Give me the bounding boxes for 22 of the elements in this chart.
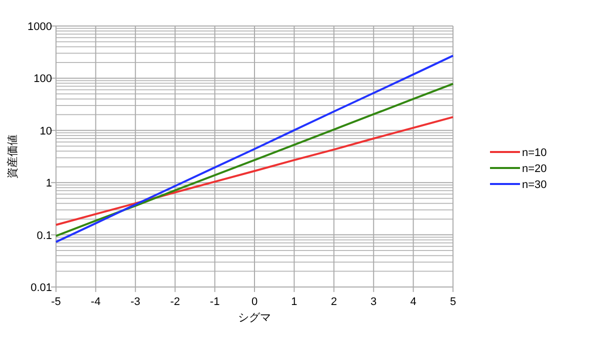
y-axis-title: 資産価値 xyxy=(6,134,19,178)
x-tick-label: 1 xyxy=(291,296,298,308)
y-tick-label: 100 xyxy=(34,73,52,86)
y-tick-label: 1000 xyxy=(28,21,52,33)
x-tick-label: 0 xyxy=(251,296,258,308)
y-tick-label: 0.1 xyxy=(36,230,52,242)
legend-label: n=30 xyxy=(522,179,547,191)
x-tick-label: -3 xyxy=(130,296,140,308)
x-tick-label: 4 xyxy=(410,296,416,308)
legend-label: n=20 xyxy=(522,163,547,175)
x-tick-label: -5 xyxy=(51,296,61,308)
x-tick-label: -4 xyxy=(90,296,101,308)
y-tick-label: 0.01 xyxy=(30,282,52,294)
x-tick-label: -2 xyxy=(170,296,180,308)
y-tick-label: 10 xyxy=(40,125,52,138)
x-tick-label: 5 xyxy=(450,296,456,308)
legend-label: n=10 xyxy=(522,147,547,159)
x-tick-label: 3 xyxy=(370,296,377,308)
y-tick-label: 1 xyxy=(46,178,52,190)
x-tick-label: 2 xyxy=(330,296,337,308)
x-axis-title: シグマ xyxy=(238,312,271,324)
x-tick-label: -1 xyxy=(210,296,220,308)
